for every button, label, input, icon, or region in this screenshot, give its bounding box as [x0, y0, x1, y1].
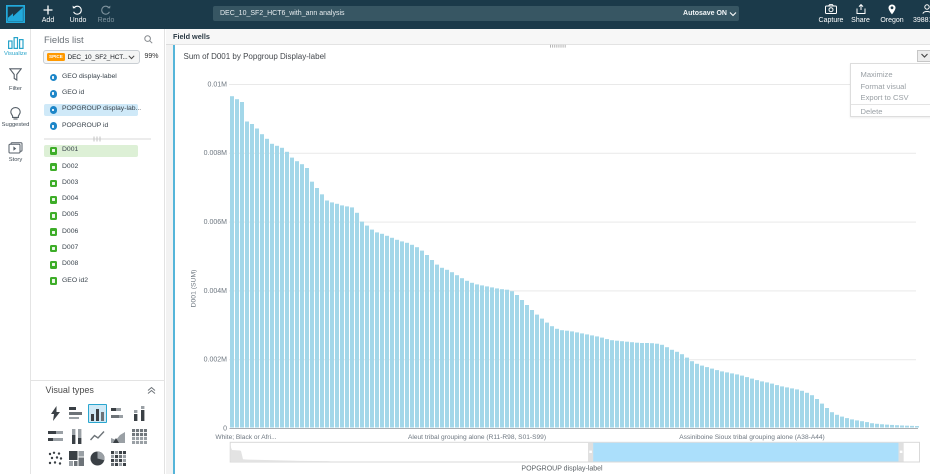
svg-text:0: 0 [223, 425, 227, 432]
svg-text:POPGROUP display-label: POPGROUP display-label [521, 466, 603, 473]
svg-text:Assiniboine Sioux tribal group: Assiniboine Sioux tribal grouping alone … [679, 434, 825, 441]
svg-text:Aleut tribal grouping alone (R: Aleut tribal grouping alone (R11-R98, S0… [408, 434, 546, 441]
svg-text:0.008M: 0.008M [204, 150, 228, 157]
svg-text:0.002M: 0.002M [204, 357, 228, 364]
svg-text:0.01M: 0.01M [208, 81, 228, 88]
svg-text:0.006M: 0.006M [204, 219, 228, 226]
svg-text:White; Black or Afri...: White; Black or Afri... [215, 434, 276, 441]
svg-text:0.004M: 0.004M [204, 288, 228, 295]
svg-text:D001 (SUM): D001 (SUM) [191, 270, 198, 308]
